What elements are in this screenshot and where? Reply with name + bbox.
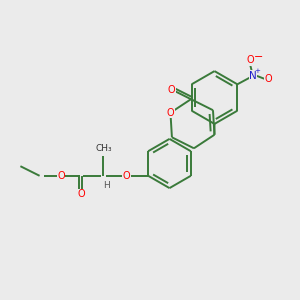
Text: CH₃: CH₃ <box>95 144 112 153</box>
Text: O: O <box>78 189 86 200</box>
Text: O: O <box>123 171 130 181</box>
Text: O: O <box>57 171 65 181</box>
Text: O: O <box>167 108 174 118</box>
Text: H: H <box>103 181 110 190</box>
Text: −: − <box>254 52 263 62</box>
Text: O: O <box>246 55 254 65</box>
Text: +: + <box>254 68 260 74</box>
Text: O: O <box>168 85 176 94</box>
Text: O: O <box>265 74 272 84</box>
Text: N: N <box>249 71 257 81</box>
